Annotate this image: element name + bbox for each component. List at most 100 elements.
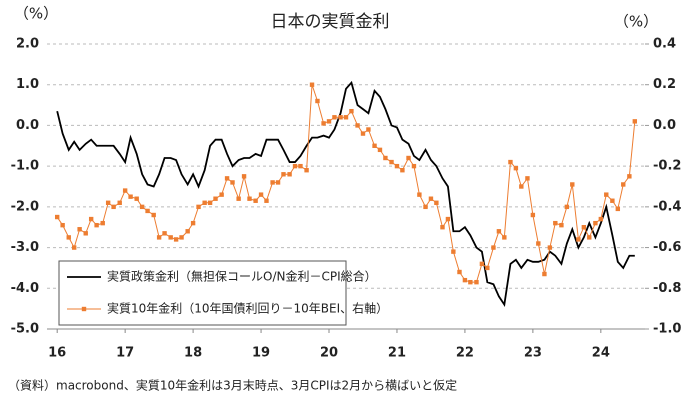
marker bbox=[610, 198, 615, 203]
marker bbox=[77, 227, 82, 232]
x-tick-label: 17 bbox=[116, 346, 134, 361]
y-tick-label: -4.0 bbox=[11, 281, 39, 296]
marker bbox=[417, 192, 422, 197]
marker bbox=[632, 119, 638, 124]
y-tick-label: 2.0 bbox=[16, 37, 39, 52]
marker bbox=[83, 231, 88, 236]
marker bbox=[360, 131, 366, 136]
x-tick-label: 18 bbox=[184, 346, 202, 361]
marker bbox=[491, 245, 496, 250]
y2-tick-label: 0.2 bbox=[653, 77, 676, 92]
marker bbox=[366, 127, 371, 132]
y-tick-label: -3.0 bbox=[11, 240, 39, 255]
marker bbox=[253, 198, 258, 203]
marker bbox=[145, 208, 150, 214]
marker bbox=[576, 237, 581, 242]
marker bbox=[88, 216, 94, 222]
marker bbox=[559, 222, 564, 228]
marker bbox=[309, 82, 315, 87]
marker bbox=[581, 225, 587, 230]
marker bbox=[451, 249, 456, 254]
x-tick-label: 21 bbox=[388, 346, 406, 361]
legend-label: 実質政策金利（無担保コールO/N金利－CPI総合） bbox=[107, 269, 377, 284]
legend-label: 実質10年金利（10年国債利回り－10年BEI、右軸） bbox=[107, 301, 388, 316]
y2-tick-label: -0.4 bbox=[653, 199, 681, 214]
marker bbox=[224, 176, 230, 181]
x-tick-label: 24 bbox=[592, 346, 610, 361]
y2-tick-label: -1.0 bbox=[653, 322, 681, 337]
marker bbox=[287, 172, 292, 177]
marker bbox=[156, 235, 162, 240]
marker bbox=[236, 196, 241, 201]
marker bbox=[434, 200, 439, 205]
marker bbox=[406, 155, 411, 161]
chart-title: 日本の実質金利 bbox=[271, 12, 390, 32]
marker bbox=[462, 277, 468, 283]
marker bbox=[230, 180, 235, 185]
marker bbox=[383, 155, 388, 161]
marker bbox=[94, 222, 99, 228]
marker bbox=[179, 235, 184, 240]
marker bbox=[304, 168, 309, 173]
marker bbox=[128, 194, 133, 199]
marker bbox=[139, 204, 145, 210]
y2-tick-label: -0.6 bbox=[653, 240, 681, 255]
marker bbox=[615, 206, 621, 212]
marker bbox=[338, 115, 343, 120]
marker bbox=[377, 147, 383, 153]
marker bbox=[525, 176, 530, 181]
marker bbox=[54, 214, 60, 220]
marker bbox=[168, 235, 173, 240]
marker bbox=[553, 220, 558, 226]
marker bbox=[587, 235, 592, 240]
marker bbox=[570, 182, 575, 187]
x-tick-label: 22 bbox=[456, 346, 474, 361]
marker bbox=[394, 163, 400, 169]
y2-tick-label: -0.2 bbox=[653, 159, 681, 174]
marker bbox=[162, 231, 167, 236]
marker bbox=[542, 271, 547, 277]
marker bbox=[219, 192, 224, 197]
marker bbox=[173, 237, 179, 242]
marker bbox=[202, 200, 207, 205]
marker bbox=[326, 119, 332, 124]
marker bbox=[190, 220, 196, 226]
marker bbox=[321, 121, 326, 126]
marker bbox=[508, 159, 513, 165]
y2-tick-label: 0.0 bbox=[653, 118, 676, 133]
marker bbox=[270, 180, 275, 185]
marker bbox=[343, 115, 349, 120]
marker bbox=[275, 180, 281, 185]
marker bbox=[315, 98, 320, 104]
marker bbox=[457, 269, 462, 275]
marker bbox=[372, 143, 377, 148]
marker bbox=[564, 204, 570, 210]
marker bbox=[151, 212, 156, 218]
y-tick-label: 1.0 bbox=[16, 77, 39, 92]
y-axis-label: （%） bbox=[14, 5, 58, 23]
y2-tick-label: -0.8 bbox=[653, 281, 681, 296]
x-tick-label: 23 bbox=[524, 346, 542, 361]
x-tick-label: 20 bbox=[320, 346, 338, 361]
y-tick-label: -2.0 bbox=[11, 199, 39, 214]
marker bbox=[117, 200, 122, 205]
marker bbox=[502, 235, 507, 240]
marker bbox=[468, 279, 473, 285]
marker bbox=[105, 200, 111, 205]
legend-box bbox=[58, 260, 347, 326]
marker bbox=[349, 108, 354, 114]
marker bbox=[513, 165, 519, 171]
marker bbox=[258, 192, 264, 197]
marker bbox=[604, 192, 609, 197]
y2-tick-label: 0.4 bbox=[653, 37, 676, 52]
series-line bbox=[56, 80, 635, 308]
marker bbox=[122, 188, 128, 193]
marker bbox=[185, 229, 190, 234]
marker bbox=[519, 184, 524, 189]
y-tick-label: -5.0 bbox=[11, 322, 39, 337]
footnote: （資料）macrobond、実質10年金利は3月末時点、3月CPIは2月から横ば… bbox=[8, 378, 457, 393]
marker bbox=[440, 225, 445, 230]
marker bbox=[445, 216, 451, 222]
marker bbox=[400, 168, 405, 173]
